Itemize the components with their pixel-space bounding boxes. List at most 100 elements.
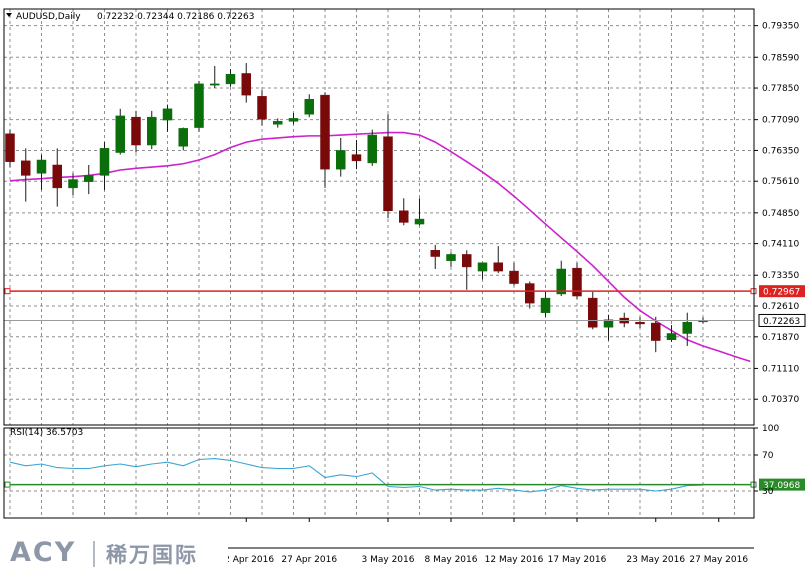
candle [131,110,141,153]
x-tick-label: 8 May 2016 [425,555,478,565]
candle [273,118,283,128]
last-price-label: 0.72263 [763,317,800,327]
y-tick-label: 0.77090 [762,116,799,126]
candle [115,108,125,155]
candle-body [84,175,94,182]
candle [462,250,472,290]
candle-body [493,262,503,272]
candle-body [477,262,488,272]
candle-body [320,94,330,170]
x-tick-label: 27 Apr 2016 [281,555,337,565]
candle-body [651,322,661,341]
brand-logo-cn: 稀万国际 [106,543,198,567]
grid [4,9,754,518]
price-level-box [759,285,805,298]
y-tick-label: 0.71870 [762,333,799,343]
candle [5,129,15,168]
candle-body [21,160,31,176]
candle-body [367,134,377,164]
price-level-label: 0.72967 [763,288,800,298]
rsi-level-label: 37.0968 [763,481,800,491]
ohlc-values: 0.72232 0.72344 0.72186 0.72263 [97,12,254,22]
rsi-y-tick-label: 100 [762,424,779,434]
candle [367,129,377,166]
candle-body [147,116,157,146]
candle [556,260,566,297]
candle-body [399,210,409,223]
candle [241,63,251,103]
x-tick-label: 12 May 2016 [485,555,544,565]
ma-line [9,131,751,363]
candle [682,312,692,346]
rsi-series [9,458,704,493]
x-tick-label: 23 May 2016 [626,555,685,565]
x-tick-label: 22 Apr 2016 [218,555,274,565]
candle-body [525,283,535,304]
candle-body [131,116,141,146]
candle-body [509,270,519,284]
candle-body [52,164,62,189]
candle [99,142,110,190]
candle-body [225,74,236,85]
logo-divider [93,541,95,567]
candle-body [351,154,362,162]
candle [225,69,236,87]
candle [147,110,157,150]
candle [540,291,551,317]
moving-average [9,131,751,363]
candle [162,104,173,132]
rsi-line [9,458,704,493]
candle [399,198,409,226]
candle-body [603,319,614,328]
axis-labels: 0.79350 0.78590 0.77850 0.77090 0.76350 0.756… [218,22,799,565]
candle-body [257,96,267,120]
rsi-panel-frame [3,427,755,519]
rsi-y-tick-label: 30 [762,487,774,497]
candle-body [210,83,220,86]
candle [84,165,94,195]
candle [666,325,677,342]
symbol-label: AUDUSD,Daily [16,12,81,22]
candle-body [383,136,393,212]
candle-body [36,159,47,174]
candle [525,281,535,309]
candle [304,94,314,118]
y-tick-label: 0.72610 [762,302,799,312]
rsi-y-tick-label: 70 [762,451,774,461]
candle-body [68,179,78,189]
candle [194,80,204,132]
candle [446,252,456,267]
last-price-box [758,313,806,327]
candle-body [635,321,645,325]
candle-body [682,321,692,334]
y-tick-label: 0.75610 [762,177,799,187]
candle [477,262,488,280]
rsi-handle-left [4,481,11,488]
candle-body [336,150,346,170]
y-tick-label: 0.78590 [762,53,799,63]
candle [588,291,598,330]
watermark: ACY 稀万国际 [0,532,228,577]
y-tick-label: 0.73350 [762,271,799,281]
candle-body [5,133,15,162]
candle [68,173,78,195]
candle [210,65,220,89]
candle-body [414,218,425,225]
candle-body [462,254,472,268]
candle-body [304,99,314,115]
candle-body [666,333,677,340]
x-tick-label: 17 May 2016 [548,555,607,565]
candle [21,148,31,202]
candle [320,92,330,188]
candle [509,262,519,286]
candle-body [556,268,566,295]
candle [603,314,614,341]
y-tick-label: 0.74850 [762,209,799,219]
candle [430,244,440,269]
brand-logo: ACY [10,537,77,568]
level-handle-left [4,288,11,295]
y-tick-label: 0.79350 [762,22,799,32]
candle [257,90,267,126]
candle-body [162,108,173,121]
